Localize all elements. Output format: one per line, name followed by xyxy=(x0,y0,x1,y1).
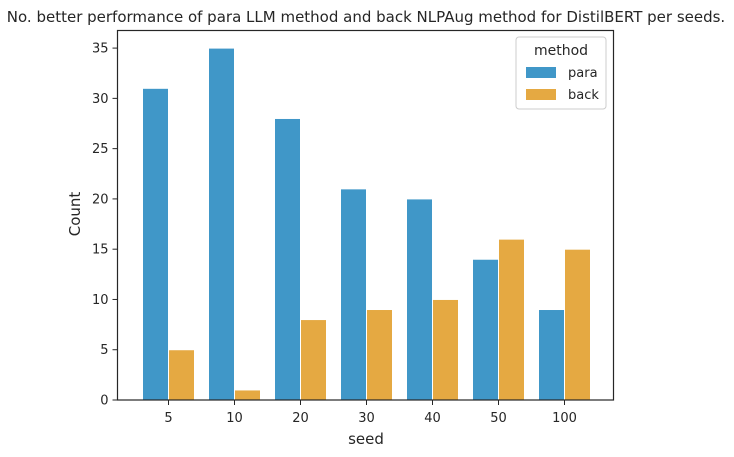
bar-back-seed-100[interactable] xyxy=(564,248,591,401)
bar-back-seed-40[interactable] xyxy=(432,298,459,401)
bar-para-seed-5[interactable] xyxy=(142,87,169,401)
bar-para-seed-40[interactable] xyxy=(406,198,433,401)
plot-frame xyxy=(116,29,615,401)
bar-para-seed-20[interactable] xyxy=(274,117,301,401)
chart-title: No. better performance of para LLM metho… xyxy=(7,8,725,26)
y-axis-ticks: 0 5 10 15 20 25 30 35 xyxy=(92,42,118,409)
x-tick-label: 100 xyxy=(552,411,577,426)
bar-para-seed-50[interactable] xyxy=(472,258,499,401)
bar-back-seed-5[interactable] xyxy=(168,349,195,401)
legend-label-para: para xyxy=(568,66,598,81)
bars-group xyxy=(142,47,591,401)
y-tick-label: 15 xyxy=(92,243,109,258)
x-axis-ticks: 5 10 20 30 40 50 100 xyxy=(164,400,577,426)
y-tick-label: 25 xyxy=(92,142,109,157)
x-tick-label: 20 xyxy=(292,411,309,426)
y-axis-label: Count xyxy=(66,192,84,237)
y-tick-label: 30 xyxy=(92,92,109,107)
legend-swatch-para xyxy=(526,67,556,78)
bar-back-seed-20[interactable] xyxy=(300,319,327,401)
bar-back-seed-30[interactable] xyxy=(366,309,393,401)
y-tick-label: 35 xyxy=(92,42,109,57)
bar-para-seed-100[interactable] xyxy=(538,309,565,401)
bar-para-seed-30[interactable] xyxy=(340,188,367,401)
x-axis-label: seed xyxy=(348,430,384,448)
y-tick-label: 0 xyxy=(100,394,108,409)
legend-swatch-back xyxy=(526,89,556,100)
legend-title: method xyxy=(534,43,588,59)
x-tick-label: 40 xyxy=(424,411,441,426)
x-tick-label: 30 xyxy=(358,411,375,426)
legend[interactable]: method para back xyxy=(515,36,607,110)
y-tick-label: 5 xyxy=(100,343,108,358)
bar-para-seed-10[interactable] xyxy=(208,47,235,401)
bar-back-seed-50[interactable] xyxy=(498,238,525,401)
x-tick-label: 50 xyxy=(490,411,507,426)
x-tick-label: 10 xyxy=(226,411,243,426)
y-tick-label: 10 xyxy=(92,293,109,308)
legend-label-back: back xyxy=(568,88,599,103)
y-tick-label: 20 xyxy=(92,192,109,207)
x-tick-label: 5 xyxy=(164,411,172,426)
bar-back-seed-10[interactable] xyxy=(234,389,261,401)
